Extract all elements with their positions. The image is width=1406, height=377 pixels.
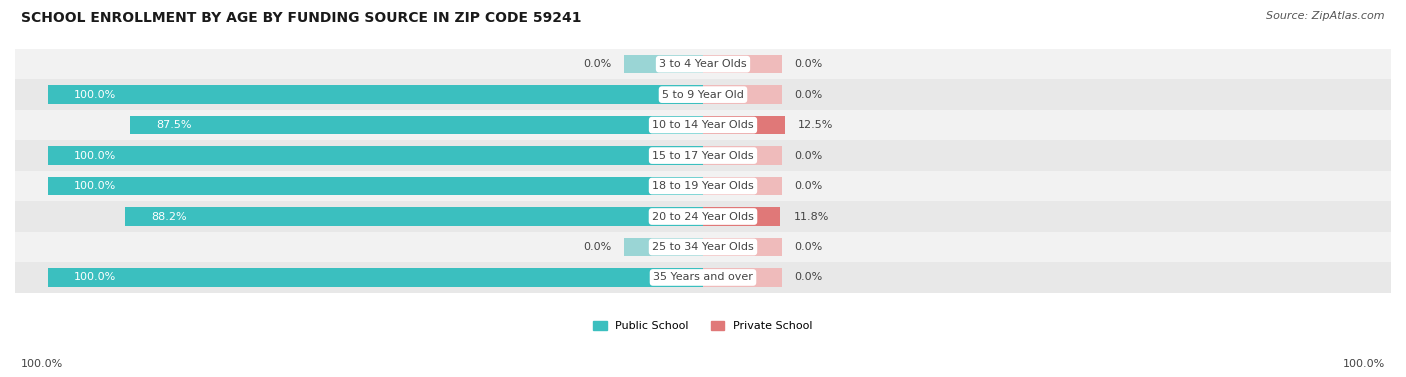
- Bar: [703, 146, 782, 165]
- Text: 100.0%: 100.0%: [75, 273, 117, 282]
- Text: 100.0%: 100.0%: [75, 150, 117, 161]
- Text: 0.0%: 0.0%: [583, 59, 612, 69]
- Text: 0.0%: 0.0%: [794, 273, 823, 282]
- Text: 0.0%: 0.0%: [583, 242, 612, 252]
- Text: 100.0%: 100.0%: [75, 90, 117, 100]
- Text: 87.5%: 87.5%: [156, 120, 191, 130]
- Text: 5 to 9 Year Old: 5 to 9 Year Old: [662, 90, 744, 100]
- Bar: [703, 116, 785, 134]
- Text: 100.0%: 100.0%: [1343, 359, 1385, 369]
- Text: 100.0%: 100.0%: [75, 181, 117, 191]
- Text: 35 Years and over: 35 Years and over: [652, 273, 754, 282]
- Text: 11.8%: 11.8%: [793, 211, 828, 222]
- Bar: [703, 55, 782, 73]
- Text: 0.0%: 0.0%: [794, 59, 823, 69]
- Text: 0.0%: 0.0%: [794, 181, 823, 191]
- Bar: [15, 201, 1391, 232]
- Bar: [15, 49, 1391, 80]
- Bar: [129, 116, 703, 134]
- Text: 100.0%: 100.0%: [21, 359, 63, 369]
- Bar: [48, 86, 703, 104]
- Text: Source: ZipAtlas.com: Source: ZipAtlas.com: [1267, 11, 1385, 21]
- Bar: [15, 232, 1391, 262]
- Text: 15 to 17 Year Olds: 15 to 17 Year Olds: [652, 150, 754, 161]
- Bar: [703, 86, 782, 104]
- Legend: Public School, Private School: Public School, Private School: [593, 320, 813, 331]
- Text: 25 to 34 Year Olds: 25 to 34 Year Olds: [652, 242, 754, 252]
- Text: 20 to 24 Year Olds: 20 to 24 Year Olds: [652, 211, 754, 222]
- Bar: [703, 238, 782, 256]
- Bar: [624, 238, 703, 256]
- Bar: [48, 146, 703, 165]
- Bar: [15, 110, 1391, 140]
- Bar: [624, 55, 703, 73]
- Text: 0.0%: 0.0%: [794, 242, 823, 252]
- Bar: [125, 207, 703, 226]
- Bar: [15, 80, 1391, 110]
- Bar: [48, 268, 703, 287]
- Bar: [15, 262, 1391, 293]
- Bar: [48, 177, 703, 195]
- Text: 10 to 14 Year Olds: 10 to 14 Year Olds: [652, 120, 754, 130]
- Bar: [703, 207, 780, 226]
- Text: 88.2%: 88.2%: [152, 211, 187, 222]
- Text: 0.0%: 0.0%: [794, 90, 823, 100]
- Bar: [15, 171, 1391, 201]
- Text: 18 to 19 Year Olds: 18 to 19 Year Olds: [652, 181, 754, 191]
- Bar: [15, 140, 1391, 171]
- Bar: [703, 268, 782, 287]
- Text: 0.0%: 0.0%: [794, 150, 823, 161]
- Bar: [703, 177, 782, 195]
- Text: 3 to 4 Year Olds: 3 to 4 Year Olds: [659, 59, 747, 69]
- Text: SCHOOL ENROLLMENT BY AGE BY FUNDING SOURCE IN ZIP CODE 59241: SCHOOL ENROLLMENT BY AGE BY FUNDING SOUR…: [21, 11, 582, 25]
- Text: 12.5%: 12.5%: [799, 120, 834, 130]
